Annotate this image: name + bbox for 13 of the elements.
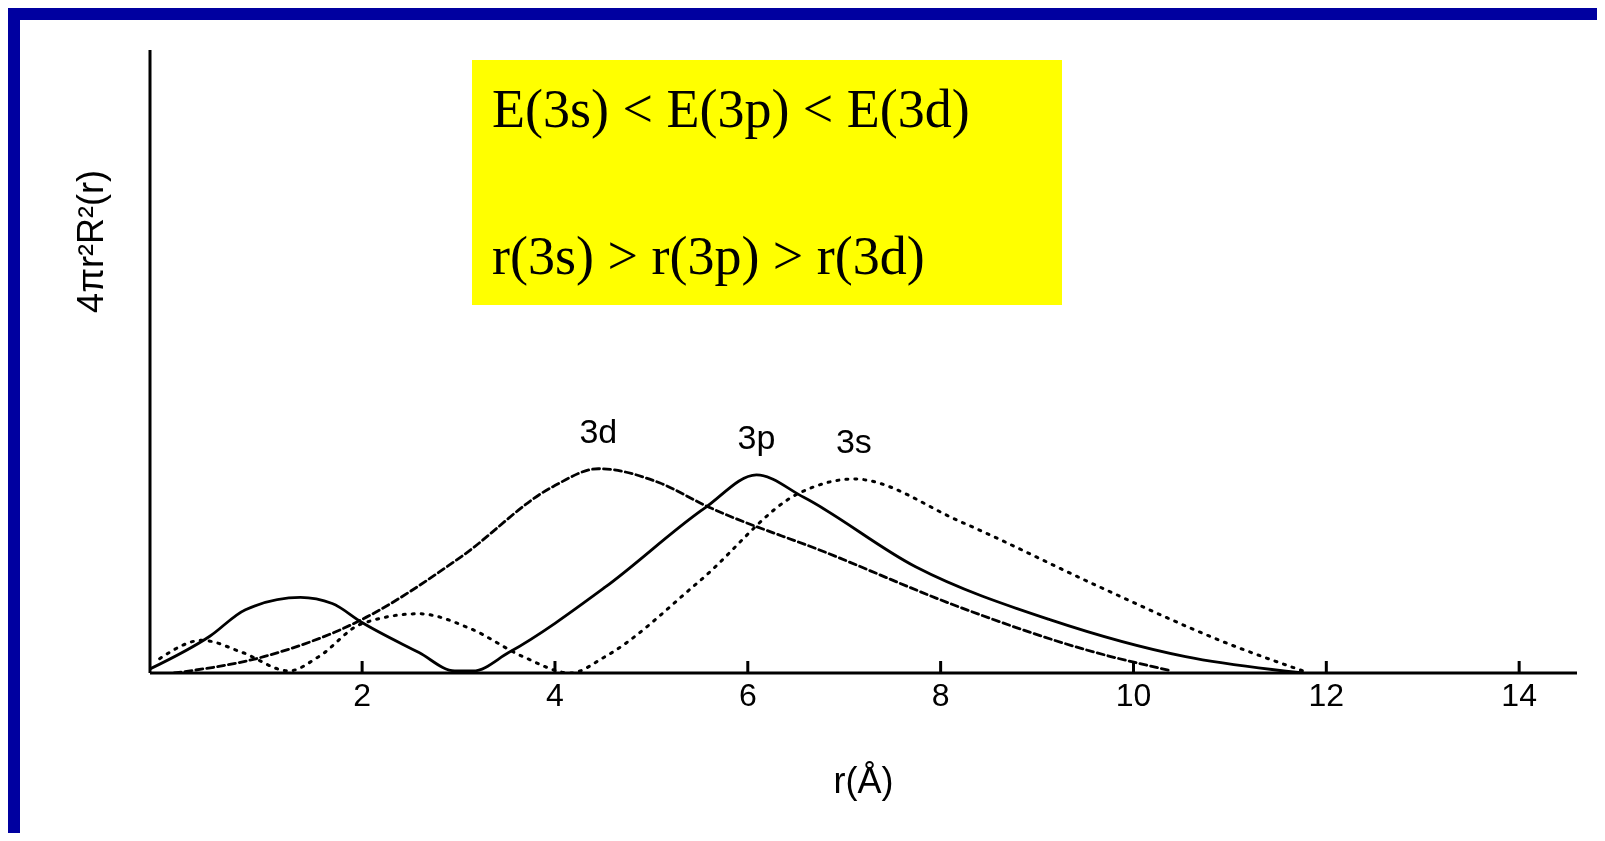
x-axis-title: r(Å) (833, 760, 894, 801)
x-tick-label: 6 (738, 676, 757, 713)
x-tick-label: 2 (353, 676, 372, 713)
x-tick-label: 14 (1501, 676, 1537, 713)
x-tick-label: 10 (1115, 676, 1152, 713)
x-tick-label: 8 (931, 676, 950, 713)
note-box: E(3s) < E(3p) < E(3d) r(3s) > r(3p) > r(3d) (472, 60, 1062, 305)
series-label: 3s (835, 421, 872, 460)
series-label: 3p (737, 417, 776, 456)
series-label: 3d (579, 411, 618, 450)
x-tick-label: 12 (1308, 676, 1345, 713)
y-axis-title: 4πr²R²(r) (69, 170, 111, 313)
x-tick-label: 4 (546, 676, 564, 713)
